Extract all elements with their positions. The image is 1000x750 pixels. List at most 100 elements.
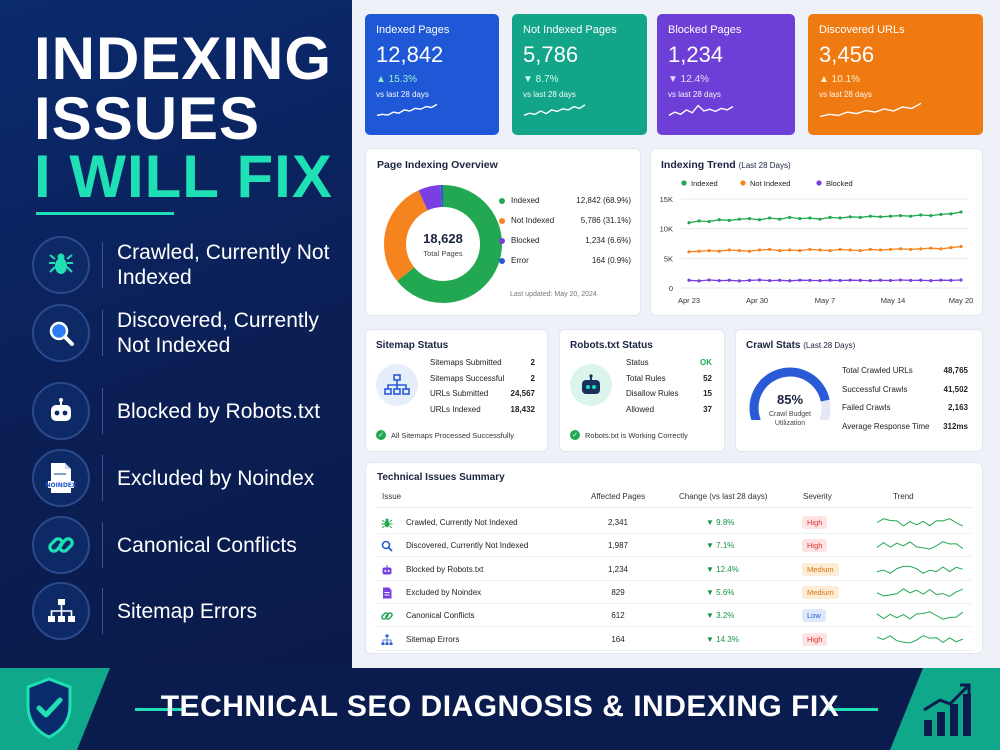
trend-point <box>888 214 893 218</box>
table-header-divider <box>376 507 972 508</box>
trend-point <box>878 278 883 282</box>
robots-card: Robots.txt Status Status OK Total Rules 52 D… <box>559 329 725 452</box>
robots-row-value: OK <box>700 358 712 367</box>
issues-table-title: Technical Issues Summary <box>377 472 505 483</box>
kpi-change: ▼ 12.4% <box>668 74 710 85</box>
table-row[interactable]: Canonical Conflicts 612 ▼ 3.2% Low <box>376 604 972 628</box>
kpi-value: 3,456 <box>819 42 875 67</box>
legend-dot <box>499 237 505 244</box>
trend-point <box>868 214 872 218</box>
gauge-value: 85% <box>776 392 804 407</box>
kpi-change: ▲ 15.3% <box>376 74 418 85</box>
sitemap-row-label: URLs Submitted <box>430 389 489 398</box>
trend-legend-label: Blocked <box>826 179 853 188</box>
trend-point <box>737 249 741 253</box>
crawl-gauge <box>749 367 831 420</box>
table-row[interactable]: Sitemap Errors 164 ▼ 14.3% High <box>376 628 972 651</box>
robots-row-value: 52 <box>703 373 712 383</box>
chain-link-icon <box>381 609 393 621</box>
issue-list-item: Sitemap Errors <box>28 580 338 642</box>
trend-point <box>828 278 832 282</box>
kpi-title: Not Indexed Pages <box>523 24 617 36</box>
trend-point <box>818 279 822 283</box>
kpi-card: Discovered URLs 3,456 ▲ 10.1% vs last 28 da… <box>808 14 983 135</box>
sparkline-path <box>876 541 964 550</box>
trend-point <box>727 248 731 252</box>
legend-label: Blocked <box>511 236 540 245</box>
kpi-value: 12,842 <box>376 42 444 67</box>
donut-center-label: Total Pages <box>423 249 463 258</box>
trend-point <box>848 278 852 282</box>
trend-y-tick: 0 <box>669 284 673 293</box>
overview-legend-item: Blocked 1,234 (6.6%) <box>499 236 631 245</box>
trend-point <box>919 247 923 251</box>
table-header-cell: Change (vs last 28 days) <box>679 492 768 501</box>
overview-title: Page Indexing Overview <box>377 159 498 171</box>
trend-legend-dot <box>740 180 746 186</box>
banner-line-right <box>828 708 878 711</box>
table-trend-sparkline <box>876 518 964 527</box>
trend-point <box>798 216 802 221</box>
hero-line-3: I WILL FIX <box>34 143 333 210</box>
kpi-subtext: vs last 28 days <box>376 90 429 99</box>
trend-point <box>808 247 812 252</box>
trend-x-tick: Apr 30 <box>746 296 768 305</box>
trend-point <box>747 216 752 221</box>
table-trend-sparkline <box>876 634 963 643</box>
issue-list-label: Excluded by Noindex <box>117 466 315 490</box>
crawl-row-value: 2,163 <box>947 403 968 412</box>
table-cell-change: ▼ 5.6% <box>706 587 735 597</box>
trend-point <box>717 218 721 222</box>
legend-value: 5,786 (31.1%) <box>580 216 631 225</box>
sitemap-row-label: Sitemaps Successful <box>430 373 505 383</box>
kpi-sparkline <box>376 103 438 117</box>
robot-icon <box>32 382 90 440</box>
sitemap-row-value: 2 <box>530 358 535 367</box>
crawl-row-label: Failed Crawls <box>842 403 891 412</box>
trend-point <box>767 247 772 252</box>
trend-y-tick: 15K <box>660 195 673 204</box>
spider-icon <box>32 236 90 294</box>
trend-point <box>858 249 862 253</box>
table-cell-change: ▼ 3.2% <box>706 611 735 621</box>
table-row[interactable]: Excluded by Noindex 829 ▼ 5.6% Medium <box>376 581 972 604</box>
sparkline-path <box>876 611 964 620</box>
trend-point <box>919 278 923 282</box>
trend-point <box>848 248 852 252</box>
donut-center-value: 18,628 <box>423 231 463 246</box>
issue-list-label: Discovered, Currently Not Indexed <box>117 309 319 357</box>
kpi-card: Blocked Pages 1,234 ▼ 12.4% vs last 28 days <box>657 14 795 135</box>
table-row[interactable]: Blocked by Robots.txt 1,234 ▼ 12.4% Medium <box>376 558 972 581</box>
overview-updated: Last updated: May 20, 2024 <box>510 291 597 298</box>
trend-point <box>697 279 701 283</box>
trend-point <box>778 249 782 253</box>
trend-x-tick: May 20 <box>949 296 974 305</box>
magnifier-icon <box>381 539 393 552</box>
legend-dot <box>499 217 505 224</box>
table-row[interactable]: Discovered, Currently Not Indexed 1,987 ▼ … <box>376 534 972 558</box>
trend-point <box>707 249 711 253</box>
sitemap-row-label: Sitemaps Submitted <box>430 358 502 367</box>
overview-legend-item: Not Indexed 5,786 (31.1%) <box>499 216 631 225</box>
issues-table-card: Technical Issues Summary Issue Affected P… <box>365 462 983 654</box>
gauge-label: Crawl Budget Utilization <box>768 411 812 427</box>
crawl-title: Crawl Stats (Last 28 Days) <box>746 340 855 351</box>
kpi-title: Blocked Pages <box>668 24 742 36</box>
trend-point <box>888 247 893 252</box>
robots-row-label: Status <box>626 358 649 367</box>
legend-value: 164 (0.9%) <box>591 256 631 265</box>
trend-point <box>687 250 691 254</box>
trend-point <box>687 221 691 225</box>
table-cell-pages: 1,987 <box>607 541 629 551</box>
table-row[interactable]: Crawled, Currently Not Indexed 2,341 ▼ 9.8… <box>376 511 972 534</box>
crawl-row-value: 41,502 <box>943 384 968 394</box>
overview-donut-chart <box>384 185 502 303</box>
legend-label: Not Indexed <box>511 216 555 225</box>
trend-point <box>707 278 711 282</box>
donut-slice <box>384 185 502 303</box>
trend-point <box>848 215 852 219</box>
trend-point <box>949 246 953 250</box>
trend-point <box>919 213 923 217</box>
overview-legend-item: Error 164 (0.9%) <box>499 256 631 265</box>
table-cell-pages: 2,341 <box>607 518 629 527</box>
